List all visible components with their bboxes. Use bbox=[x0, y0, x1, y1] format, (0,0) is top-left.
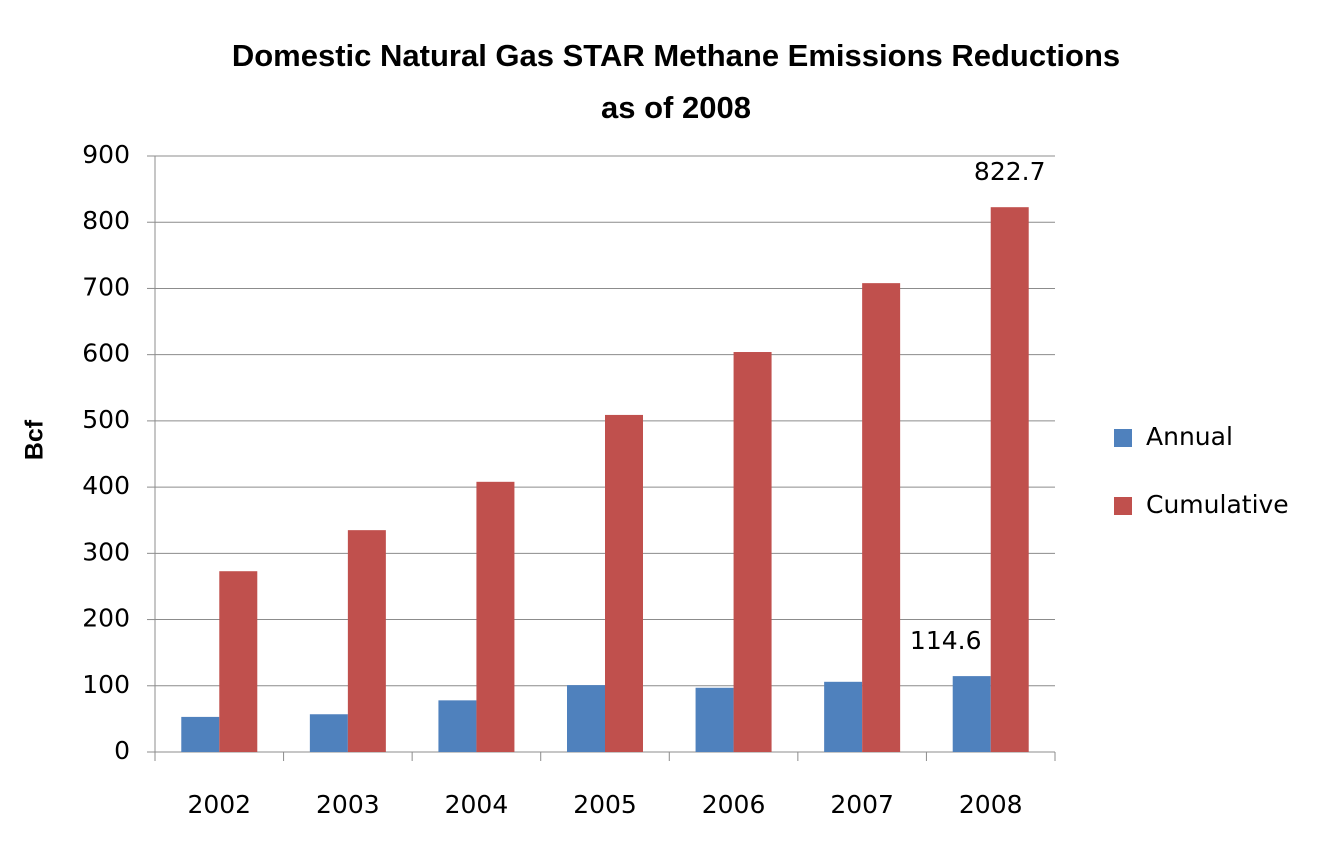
data-label: 114.6 bbox=[910, 626, 982, 655]
y-tick-label: 700 bbox=[82, 272, 130, 301]
bar bbox=[824, 681, 863, 752]
bar bbox=[733, 352, 772, 752]
y-tick-label: 800 bbox=[82, 206, 130, 235]
bar bbox=[181, 716, 220, 752]
bar bbox=[567, 685, 605, 752]
x-tick-label: 2004 bbox=[445, 790, 509, 819]
x-tick-label: 2003 bbox=[316, 790, 380, 819]
legend-swatch bbox=[1114, 429, 1132, 447]
bar bbox=[952, 676, 991, 752]
bar bbox=[990, 207, 1029, 753]
bar bbox=[347, 530, 386, 752]
x-tick-label: 2002 bbox=[187, 790, 251, 819]
bar bbox=[309, 714, 348, 752]
x-tick-label: 2008 bbox=[959, 790, 1023, 819]
y-tick-label: 300 bbox=[82, 537, 130, 566]
legend-swatch bbox=[1114, 497, 1132, 515]
y-tick-label: 900 bbox=[82, 140, 130, 169]
legend-label: Cumulative bbox=[1146, 490, 1289, 519]
y-tick-label: 100 bbox=[82, 670, 130, 699]
bar bbox=[862, 283, 901, 752]
y-tick-label: 400 bbox=[82, 471, 130, 500]
bar bbox=[695, 687, 734, 752]
x-tick-label: 2006 bbox=[702, 790, 766, 819]
y-tick-label: 200 bbox=[82, 604, 130, 633]
bar bbox=[438, 700, 477, 752]
y-tick-label: 500 bbox=[82, 405, 130, 434]
y-tick-label: 600 bbox=[82, 339, 130, 368]
chart-title: Domestic Natural Gas STAR Methane Emissi… bbox=[232, 38, 1120, 73]
bar bbox=[219, 571, 258, 752]
bar bbox=[476, 481, 515, 752]
legend-label: Annual bbox=[1146, 422, 1233, 451]
chart-title: as of 2008 bbox=[601, 90, 751, 125]
bar bbox=[605, 414, 643, 752]
x-tick-label: 2007 bbox=[830, 790, 894, 819]
y-tick-label: 0 bbox=[114, 736, 130, 765]
y-axis-label: Bcf bbox=[21, 419, 49, 460]
x-tick-label: 2005 bbox=[573, 790, 637, 819]
data-label: 822.7 bbox=[974, 157, 1046, 186]
